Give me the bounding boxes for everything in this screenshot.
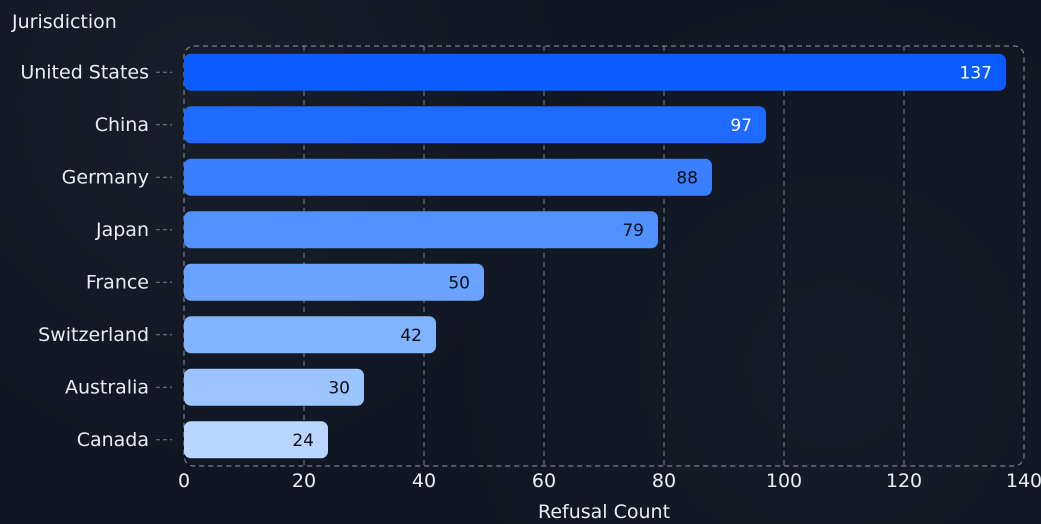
x-tick-label: 140 xyxy=(1006,470,1041,492)
category-label: United States xyxy=(20,61,149,83)
bar-france xyxy=(184,263,484,301)
x-tick-label: 60 xyxy=(532,470,556,492)
x-tick-label: 20 xyxy=(292,470,316,492)
bar-canada xyxy=(184,421,328,459)
value-label: 137 xyxy=(960,63,992,83)
bar-japan xyxy=(184,211,658,249)
category-label: Australia xyxy=(65,376,149,398)
category-label: Germany xyxy=(62,166,149,188)
value-label: 97 xyxy=(730,116,752,136)
bar-germany xyxy=(184,158,712,196)
x-tick-label: 100 xyxy=(766,470,802,492)
value-label: 50 xyxy=(448,273,470,293)
value-label: 42 xyxy=(400,326,422,346)
x-tick-label: 40 xyxy=(412,470,436,492)
x-tick-label: 120 xyxy=(886,470,922,492)
plot-area: United States 137 China 97 Germany 88 Japan 79 F… xyxy=(20,45,1041,492)
x-tick-label: 0 xyxy=(178,470,190,492)
x-tick-label: 80 xyxy=(652,470,676,492)
value-label: 24 xyxy=(292,431,314,451)
category-label: China xyxy=(95,114,149,136)
category-label: Switzerland xyxy=(38,324,149,346)
category-label: Japan xyxy=(95,219,149,241)
category-label: France xyxy=(86,271,149,293)
bar-australia xyxy=(184,368,364,406)
plot-frame xyxy=(183,45,1025,467)
value-label: 30 xyxy=(328,378,350,398)
bar-united-states xyxy=(184,53,1006,91)
value-label: 79 xyxy=(622,221,644,241)
y-axis-title: Jurisdiction xyxy=(11,11,117,33)
category-label: Canada xyxy=(77,429,149,451)
bar-switzerland xyxy=(184,316,436,354)
x-axis-title: Refusal Count xyxy=(538,501,670,523)
value-label: 88 xyxy=(676,168,698,188)
bar-china xyxy=(184,106,766,144)
